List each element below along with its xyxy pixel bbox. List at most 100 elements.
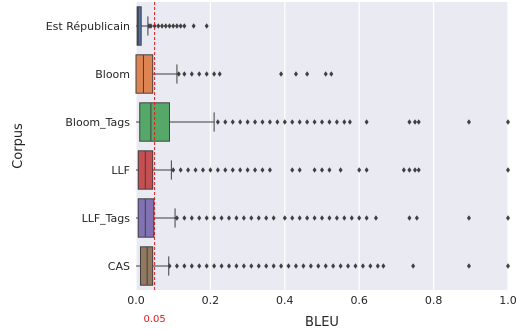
outlier-point: [189, 215, 194, 221]
outlier-point: [212, 71, 217, 77]
outlier-point: [327, 119, 332, 125]
outlier-point: [334, 119, 339, 125]
outlier-point: [312, 119, 317, 125]
box-iqr: [139, 246, 154, 286]
outlier-point: [353, 263, 358, 269]
box-iqr: [137, 198, 155, 238]
outlier-point: [360, 263, 365, 269]
outlier-point: [234, 215, 239, 221]
outlier-point: [264, 263, 269, 269]
outlier-point: [364, 119, 369, 125]
outlier-point: [275, 119, 280, 125]
outlier-point: [204, 23, 209, 29]
y-axis-label: Corpus: [11, 123, 26, 169]
outlier-point: [334, 215, 339, 221]
outlier-point: [282, 215, 287, 221]
outlier-point: [219, 215, 224, 221]
x-tick-label: 0.0: [127, 294, 145, 307]
outlier-point: [297, 215, 302, 221]
outlier-point: [323, 71, 328, 77]
outlier-point: [327, 167, 332, 173]
outlier-point: [163, 23, 168, 29]
outlier-point: [160, 23, 165, 29]
outlier-point: [256, 263, 261, 269]
outlier-point: [253, 167, 258, 173]
outlier-point: [364, 167, 369, 173]
outlier-point: [320, 119, 324, 125]
outlier-point: [174, 263, 179, 269]
y-tick-label: CAS: [108, 260, 130, 273]
outlier-point: [178, 167, 183, 173]
outlier-point: [342, 215, 347, 221]
outlier-point: [271, 263, 276, 269]
outlier-point: [234, 263, 239, 269]
outlier-point: [282, 119, 287, 125]
outlier-point: [327, 215, 332, 221]
outlier-point: [320, 215, 324, 221]
outlier-point: [323, 263, 328, 269]
outlier-point: [290, 167, 295, 173]
outlier-point: [312, 167, 317, 173]
x-tick-label: 0.2: [202, 294, 220, 307]
outlier-point: [182, 215, 187, 221]
outlier-point: [297, 167, 302, 173]
x-tick-label: 0.4: [276, 294, 294, 307]
outlier-point: [373, 215, 378, 221]
outlier-point: [215, 119, 220, 125]
y-tick-label: Bloom: [95, 68, 130, 81]
outlier-point: [186, 167, 191, 173]
outlier-point: [308, 263, 313, 269]
outlier-point: [466, 263, 471, 269]
outlier-point: [290, 215, 295, 221]
outlier-point: [506, 263, 510, 269]
outlier-point: [227, 263, 231, 269]
outlier-point: [174, 23, 179, 29]
outlier-point: [375, 263, 380, 269]
x-axis-label: BLEU: [305, 315, 339, 330]
boxes-group: [135, 6, 510, 286]
outlier-point: [264, 215, 269, 221]
outlier-point: [407, 167, 412, 173]
outlier-point: [171, 167, 176, 173]
threshold-label: 0.05: [143, 314, 165, 325]
outlier-point: [293, 263, 298, 269]
outlier-point: [347, 119, 352, 125]
outlier-point: [245, 119, 250, 125]
outlier-point: [293, 71, 298, 77]
plot-background: [136, 2, 508, 290]
outlier-point: [178, 23, 183, 29]
x-tick-label: 1.0: [499, 294, 517, 307]
outlier-point: [329, 71, 334, 77]
outlier-point: [271, 215, 276, 221]
box-llf-tags: [136, 198, 510, 238]
outlier-point: [148, 23, 153, 29]
outlier-point: [238, 167, 243, 173]
outlier-point: [204, 215, 209, 221]
outlier-point: [506, 215, 510, 221]
outlier-point: [312, 215, 317, 221]
outlier-point: [208, 167, 213, 173]
y-tick-label: Est Républicain: [46, 20, 130, 33]
outlier-point: [182, 263, 187, 269]
grid-lines: [135, 2, 509, 290]
outlier-point: [152, 23, 157, 29]
outlier-point: [189, 71, 194, 77]
outlier-point: [227, 215, 231, 221]
outlier-point: [197, 215, 202, 221]
outlier-point: [368, 263, 373, 269]
outlier-point: [212, 215, 217, 221]
outlier-point: [241, 215, 246, 221]
outlier-point: [200, 167, 205, 173]
outlier-point: [197, 263, 202, 269]
outlier-point: [215, 167, 220, 173]
outlier-point: [305, 71, 310, 77]
outlier-point: [260, 167, 265, 173]
y-tick-label: Bloom_Tags: [65, 116, 130, 129]
outlier-point: [279, 263, 284, 269]
outlier-point: [174, 215, 179, 221]
outlier-point: [297, 119, 302, 125]
outlier-point: [346, 263, 351, 269]
outlier-point: [182, 23, 187, 29]
outlier-point: [401, 167, 406, 173]
outlier-point: [219, 263, 224, 269]
